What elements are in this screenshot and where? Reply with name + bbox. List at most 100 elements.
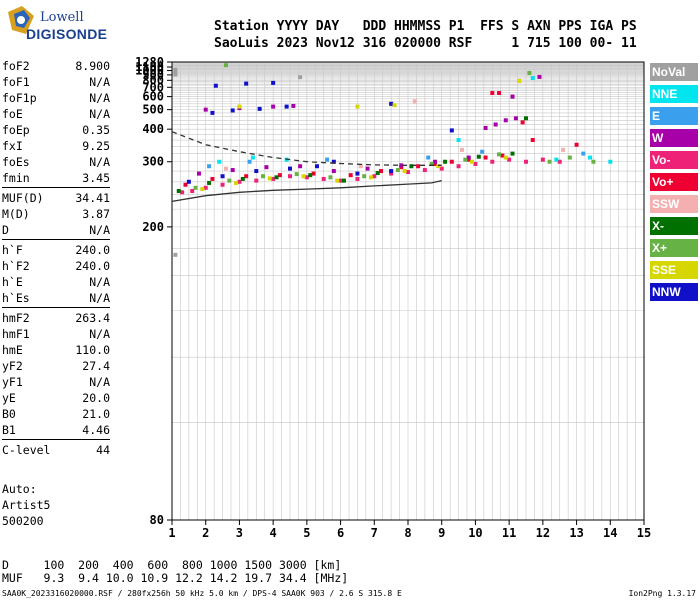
y-tick-label: 400 xyxy=(142,122,164,136)
echo-point-xplus xyxy=(395,168,400,173)
echo-point-nnw xyxy=(355,171,360,176)
echo-point-voplus xyxy=(497,91,502,96)
echo-point-ssw xyxy=(358,164,363,169)
param-row: yF1 N/A xyxy=(2,374,110,390)
param-name: D xyxy=(2,223,9,237)
echo-point-nne xyxy=(608,159,613,164)
param-name: fxI xyxy=(2,139,23,153)
echo-point-xplus xyxy=(463,157,468,162)
y-tick-label: 1000 xyxy=(135,64,164,78)
echo-point-nne xyxy=(530,75,535,80)
echo-point-xplus xyxy=(567,155,572,160)
echo-point-vominus xyxy=(304,175,309,180)
muf-table: D 100 200 400 600 800 1000 1500 3000 [km… xyxy=(2,559,348,585)
param-value: 0.35 xyxy=(82,123,110,137)
x-tick-label: 9 xyxy=(438,526,445,540)
echo-point-w xyxy=(203,107,208,112)
param-name: B1 xyxy=(2,423,16,437)
param-value: 8.900 xyxy=(75,59,110,73)
echo-point-vominus xyxy=(190,188,195,193)
echo-point-nnw xyxy=(230,108,235,113)
autoscale-label: Auto: xyxy=(2,482,37,496)
echo-point-ssw xyxy=(412,99,417,104)
echo-point-xplus xyxy=(227,178,232,183)
param-name: yF2 xyxy=(2,359,23,373)
param-name: hmF2 xyxy=(2,311,30,325)
echo-point-e xyxy=(325,157,330,162)
echo-point-w xyxy=(230,168,235,173)
param-name: B0 xyxy=(2,407,16,421)
param-name: h`E xyxy=(2,275,23,289)
echo-point-ssw xyxy=(223,166,228,171)
legend-item-w: W xyxy=(650,129,698,147)
legend-item-noval: NoVal xyxy=(650,63,698,81)
param-row: foF1 N/A xyxy=(2,74,110,90)
echo-point-sse xyxy=(368,175,373,180)
echo-point-xplus xyxy=(527,71,532,76)
echo-point-ssw xyxy=(561,147,566,152)
param-value: N/A xyxy=(89,375,110,389)
param-value: 3.87 xyxy=(82,207,110,221)
echo-point-w xyxy=(264,165,269,170)
profile-trace-curve xyxy=(171,179,442,203)
header-line-2: SaoLuis 2023 Nov12 316 020000 RSF 1 715 … xyxy=(214,36,637,51)
param-value: 9.25 xyxy=(82,139,110,153)
autoscale-code: 500200 xyxy=(2,514,44,528)
logo-text-lowell: Lowell xyxy=(40,10,84,25)
echo-point-xplus xyxy=(193,185,198,190)
echo-point-vominus xyxy=(540,157,545,162)
echo-point-voplus xyxy=(210,176,215,181)
y-tick-label: 80 xyxy=(150,513,164,527)
param-separator xyxy=(2,239,110,240)
param-value: 34.41 xyxy=(75,191,110,205)
echo-point-xplus xyxy=(547,159,552,164)
param-value: 110.0 xyxy=(75,343,110,357)
echo-point-nne xyxy=(554,157,559,162)
y-tick-label: 900 xyxy=(142,68,164,82)
echo-point-w xyxy=(399,163,404,168)
x-tick-label: 8 xyxy=(404,526,411,540)
echo-point-sse xyxy=(237,104,242,109)
dashed-trace-curve xyxy=(171,131,442,166)
echo-point-xminus xyxy=(510,151,515,156)
param-row: hmE 110.0 xyxy=(2,342,110,358)
muf-frequency-row: MUF 9.3 9.4 10.0 10.9 12.2 14.2 19.7 34.… xyxy=(2,571,349,585)
echo-point-nnw xyxy=(254,169,259,174)
param-name: foF1 xyxy=(2,75,30,89)
param-name: hmE xyxy=(2,343,23,357)
echo-point-w xyxy=(196,171,201,176)
echo-point-vominus xyxy=(372,174,377,179)
param-name: h`F2 xyxy=(2,259,30,273)
echo-point-w xyxy=(483,125,488,130)
param-name: foF2 xyxy=(2,59,30,73)
echo-point-w xyxy=(503,118,508,123)
param-row: foF2 8.900 xyxy=(2,58,110,74)
echo-point-sse xyxy=(355,104,360,109)
polarization-legend: NoVal NNE E W Vo- Vo+ SSW X- X+ SSE NNW xyxy=(650,63,698,305)
param-name: foEp xyxy=(2,123,30,137)
param-value: 4.46 xyxy=(82,423,110,437)
echo-point-vominus xyxy=(180,190,185,195)
y-tick-label: 1100 xyxy=(135,60,164,74)
param-row: fxI 9.25 xyxy=(2,138,110,154)
echo-point-e xyxy=(207,164,212,169)
echo-point-xminus xyxy=(409,164,414,169)
echo-point-nne xyxy=(588,155,593,160)
station-header: Station YYYY DAY DDD HHMMSS P1 FFS S AXN… xyxy=(214,18,637,52)
echo-point-sse xyxy=(436,164,441,169)
x-tick-label: 14 xyxy=(603,526,617,540)
echo-point-sse xyxy=(301,174,306,179)
echo-point-voplus xyxy=(183,182,188,187)
echo-point-w xyxy=(513,116,518,121)
param-separator xyxy=(2,439,110,440)
echo-point-vominus xyxy=(524,159,528,164)
param-row: h`F 240.0 xyxy=(2,242,110,258)
param-value: 240.0 xyxy=(75,259,110,273)
x-tick-label: 1 xyxy=(168,526,175,540)
echo-point-xminus xyxy=(207,180,212,185)
param-row: foEs N/A xyxy=(2,154,110,170)
param-value: N/A xyxy=(89,155,110,169)
echo-point-w xyxy=(432,159,437,164)
echo-point-voplus xyxy=(483,155,488,160)
